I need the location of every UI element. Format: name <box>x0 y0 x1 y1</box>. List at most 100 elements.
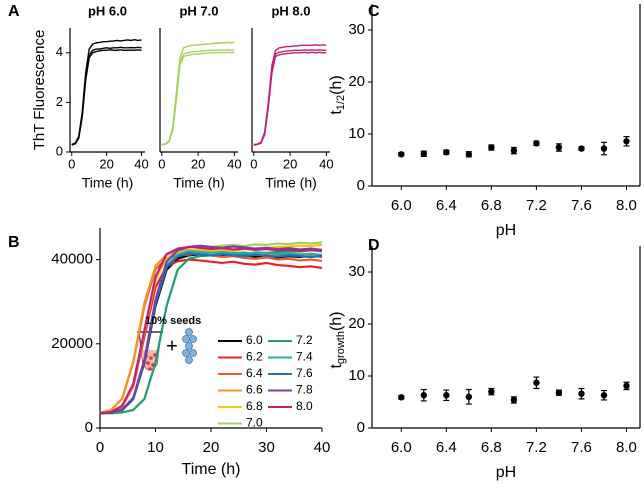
legend-label: 7.4 <box>296 350 313 364</box>
x-tick-label: 6.4 <box>436 439 457 456</box>
legend-label: 7.6 <box>296 366 313 380</box>
data-point <box>398 151 405 158</box>
data-point <box>488 388 495 395</box>
x-tick-label: 6.8 <box>481 439 502 456</box>
data-line <box>99 248 323 415</box>
x-tick-label: 10 <box>147 439 164 456</box>
x-tick-label: 0 <box>158 156 165 171</box>
y-label-main: t <box>328 364 345 369</box>
y-tick-label: 0 <box>85 419 93 436</box>
x-axis-label: Time (h) <box>182 461 241 478</box>
y-tick-label: 2 <box>56 94 63 109</box>
chart-title: pH 7.0 <box>179 3 218 18</box>
chart-title: pH 8.0 <box>271 3 310 18</box>
y-tick-label: 20000 <box>51 335 93 352</box>
chart-title: pH 6.0 <box>88 3 127 18</box>
data-point <box>465 393 473 400</box>
data-line <box>99 245 323 415</box>
x-tick-label: 20 <box>203 439 220 456</box>
data-point <box>533 379 540 386</box>
x-tick-label: 7.6 <box>571 197 592 214</box>
x-tick-label: 40 <box>134 156 148 171</box>
y-label-sub: 1/2 <box>335 95 347 110</box>
svg-text:+: + <box>166 335 178 357</box>
x-tick-label: 6.4 <box>436 197 457 214</box>
data-point <box>600 392 608 399</box>
data-point <box>510 147 518 154</box>
x-tick-label: 6.0 <box>391 439 412 456</box>
legend-label: 6.0 <box>246 333 263 347</box>
x-tick-label: 6.0 <box>391 197 412 214</box>
x-tick-label: 8.0 <box>616 197 637 214</box>
data-point <box>443 392 450 399</box>
data-line <box>99 252 323 415</box>
data-point <box>533 140 540 147</box>
data-line <box>99 244 323 415</box>
data-point <box>443 149 450 156</box>
y-tick-label: 0 <box>357 177 365 194</box>
data-line <box>71 46 142 146</box>
data-line <box>71 49 142 146</box>
data-point <box>623 382 630 390</box>
x-tick-label: 7.6 <box>571 439 592 456</box>
x-tick-label: 6.8 <box>481 197 502 214</box>
y-tick-label: 30 <box>348 21 365 38</box>
y-label-main: t <box>328 110 345 115</box>
x-tick-label: 20 <box>283 156 297 171</box>
data-line <box>99 250 323 414</box>
y-label-unit: (h) <box>328 75 345 95</box>
y-axis-label: t1/2(h) <box>328 75 347 114</box>
y-tick-label: 40000 <box>51 251 93 268</box>
panel-letter: C <box>368 3 380 20</box>
legend-label: 6.6 <box>246 383 263 397</box>
data-line <box>253 51 327 146</box>
x-tick-label: 0 <box>68 156 75 171</box>
x-axis-label: Time (h) <box>82 175 134 191</box>
data-line <box>71 38 142 146</box>
x-axis-label: Time (h) <box>173 175 225 191</box>
annotation: 10% seeds <box>145 315 201 327</box>
data-point <box>510 396 518 404</box>
data-point <box>465 151 473 158</box>
x-tick-label: 0 <box>250 156 257 171</box>
y-axis-label: ThT Fluorescence <box>31 30 48 151</box>
data-line <box>99 252 323 414</box>
data-line <box>161 51 235 146</box>
x-tick-label: 7.2 <box>526 197 547 214</box>
data-point <box>420 392 427 399</box>
x-tick-label: 30 <box>258 439 275 456</box>
panel-letter: A <box>8 3 20 20</box>
data-line <box>100 249 323 415</box>
x-axis-label: pH <box>496 464 516 481</box>
data-line <box>99 253 323 415</box>
x-tick-label: 7.2 <box>526 439 547 456</box>
x-tick-label: 8.0 <box>616 439 637 456</box>
legend-label: 7.8 <box>296 383 313 397</box>
x-tick-label: 20 <box>191 156 205 171</box>
y-tick-label: 10 <box>348 367 365 384</box>
x-tick-label: 40 <box>227 156 241 171</box>
legend-label: 7.2 <box>296 333 313 347</box>
y-tick-label: 10 <box>348 125 365 142</box>
data-point <box>578 390 585 397</box>
y-label-sub: growth <box>335 331 347 364</box>
x-tick-label: 40 <box>319 156 333 171</box>
y-axis-label: tgrowth(h) <box>328 311 347 368</box>
x-tick-label: 0 <box>96 439 104 456</box>
x-tick-label: 20 <box>99 156 113 171</box>
x-axis-label: Time (h) <box>265 175 317 191</box>
panel-letter: D <box>368 237 380 254</box>
y-label-unit: (h) <box>328 311 345 331</box>
legend-label: 6.8 <box>246 399 263 413</box>
y-tick-label: 4 <box>56 44 63 59</box>
y-tick-label: 20 <box>348 315 365 332</box>
data-point <box>623 138 630 145</box>
data-point <box>488 144 495 151</box>
legend-label: 8.0 <box>296 399 313 413</box>
legend-label: 6.2 <box>246 350 263 364</box>
data-point <box>420 150 427 157</box>
x-axis-label: pH <box>496 222 516 239</box>
legend-label: 7.0 <box>246 416 263 430</box>
legend-label: 6.4 <box>246 366 263 380</box>
